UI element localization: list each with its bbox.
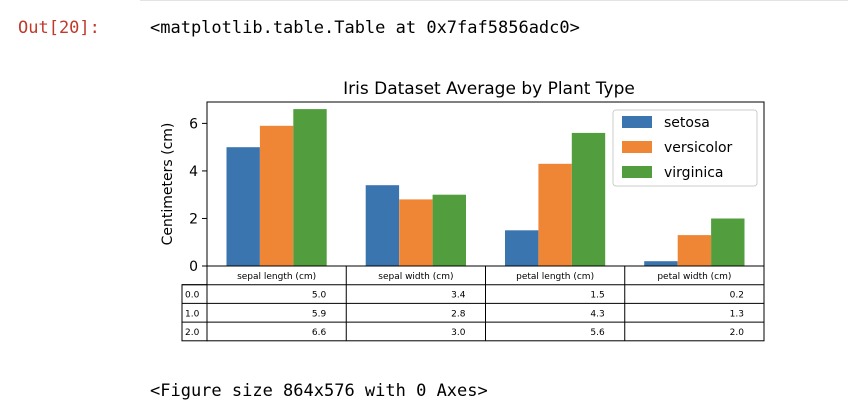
- table-cell-0-1: 3.4: [451, 291, 466, 301]
- table-col-header-0: sepal length (cm): [237, 272, 316, 282]
- y-tick-label-1: 2: [189, 211, 198, 227]
- bar-setosa-0: [226, 147, 260, 266]
- bar-virginica-1: [432, 194, 466, 266]
- cell-top-border: [140, 0, 848, 4]
- data-table: sepal length (cm) sepal width (cm) petal l…: [181, 265, 765, 342]
- output-prompt: Out[20]:: [18, 18, 100, 38]
- bar-setosa-2: [505, 230, 539, 266]
- table-cell-1-2: 4.3: [590, 309, 604, 319]
- bar-virginica-0: [293, 109, 327, 266]
- table-col-header-2: petal length (cm): [516, 272, 594, 282]
- y-tick-label-2: 4: [189, 164, 198, 180]
- bar-setosa-1: [365, 185, 400, 266]
- bar-virginica-3: [711, 218, 745, 266]
- table-cell-2-3: 2.0: [730, 328, 745, 338]
- table-row-label-0: 0.0: [185, 291, 200, 301]
- legend-swatch-virginica: [622, 166, 652, 178]
- bar-versicolor-1: [399, 199, 433, 266]
- table-cell-1-0: 5.9: [312, 309, 327, 319]
- bar-versicolor-2: [538, 163, 572, 266]
- table-col-header-3: petal width (cm): [657, 272, 731, 282]
- legend-label-setosa: setosa: [664, 115, 710, 131]
- table-col-header-1: sepal width (cm): [378, 272, 453, 282]
- y-axis-label: Centimeters (cm): [160, 123, 176, 246]
- table-row-label-1: 1.0: [185, 309, 200, 319]
- legend: setosa versicolor virginica: [612, 109, 758, 187]
- legend-label-versicolor: versicolor: [664, 140, 733, 156]
- figure-size-note: <Figure size 864x576 with 0 Axes>: [150, 381, 488, 401]
- table-cell-1-3: 1.3: [730, 309, 744, 319]
- table-row-label-2: 2.0: [185, 328, 200, 338]
- table-cell-0-2: 1.5: [590, 291, 604, 301]
- legend-swatch-setosa: [622, 116, 652, 128]
- table-cell-2-1: 3.0: [451, 328, 466, 338]
- y-tick-label-3: 6: [189, 116, 198, 132]
- bars-group: [226, 109, 745, 266]
- table-cell-2-2: 5.6: [590, 328, 605, 338]
- table-cell-0-3: 0.2: [730, 291, 744, 301]
- table-cell-2-0: 6.6: [312, 328, 327, 338]
- bar-virginica-2: [571, 132, 606, 266]
- bar-versicolor-3: [677, 235, 712, 266]
- bar-versicolor-0: [259, 125, 294, 266]
- output-repr: <matplotlib.table.Table at 0x7faf5856adc…: [150, 18, 580, 38]
- chart-title: Iris Dataset Average by Plant Type: [343, 79, 635, 99]
- legend-swatch-versicolor: [622, 141, 652, 153]
- legend-label-virginica: virginica: [664, 165, 724, 181]
- table-cell-0-0: 5.0: [312, 291, 327, 301]
- y-tick-label-0: 0: [189, 259, 198, 275]
- table-cell-1-1: 2.8: [451, 309, 466, 319]
- y-axis: 0 2 4 6: [189, 116, 207, 275]
- bar-setosa-3: [644, 261, 678, 266]
